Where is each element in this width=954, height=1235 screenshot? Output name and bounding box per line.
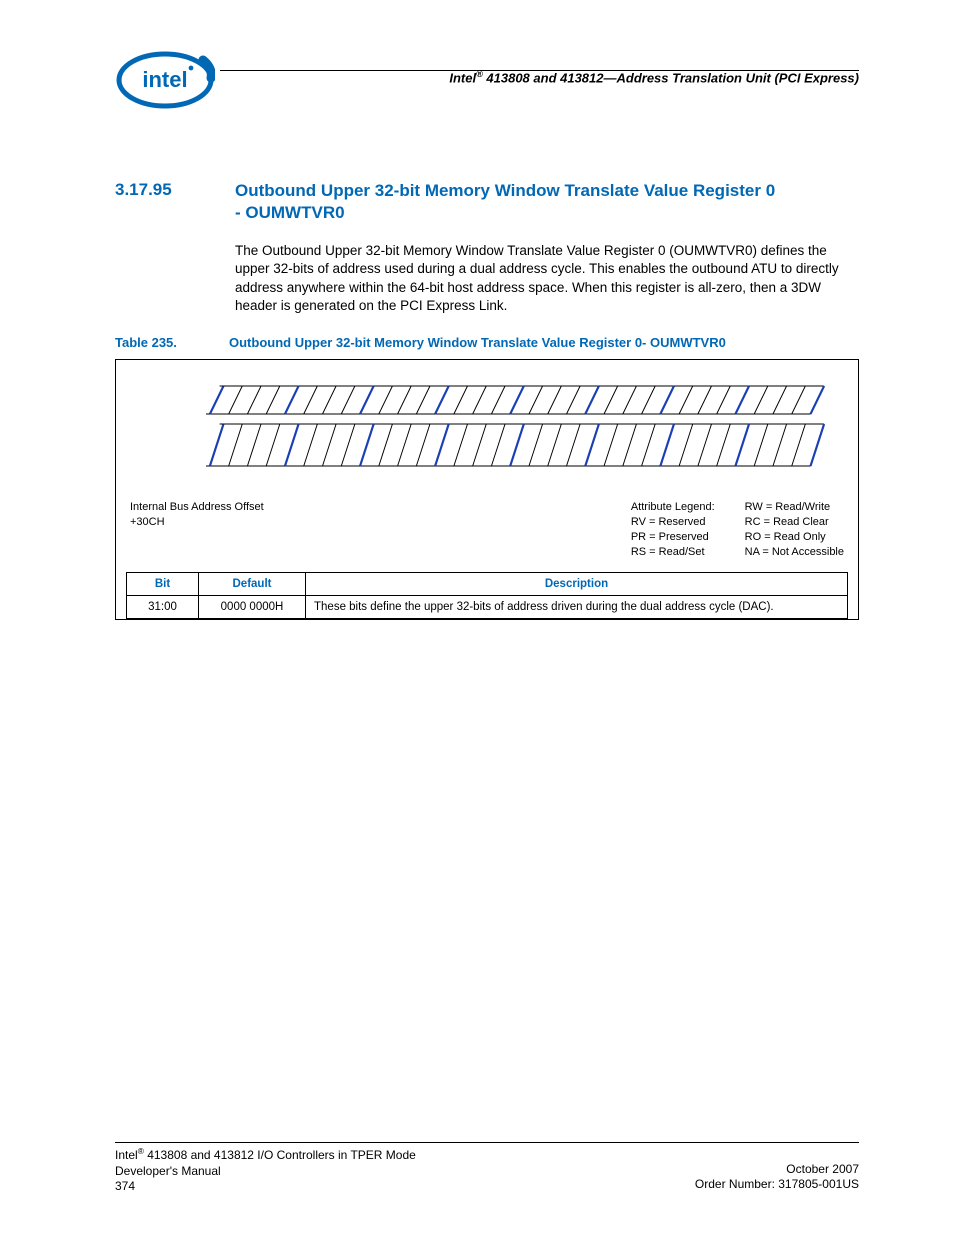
legend-item: PR = Preserved	[631, 530, 715, 545]
table-caption-title: Outbound Upper 32-bit Memory Window Tran…	[229, 335, 726, 351]
bits-table: Bit Default Description 31:00 0000 0000H…	[126, 572, 848, 619]
bits-table-row: 31:00 0000 0000H These bits define the u…	[127, 595, 848, 618]
footer-left: Intel® 413808 and 413812 I/O Controllers…	[115, 1146, 416, 1195]
legend-item: RV = Reserved	[631, 515, 715, 530]
legend-col-2: RW = Read/Write RC = Read Clear RO = Rea…	[745, 500, 844, 559]
col-header-description: Description	[306, 572, 848, 595]
legend-item: RC = Read Clear	[745, 515, 844, 530]
footer-left-line2: Developer's Manual	[115, 1164, 416, 1180]
footer-right: October 2007 Order Number: 317805-001US	[695, 1146, 859, 1195]
intel-logo: intel	[115, 50, 215, 110]
register-box: Internal Bus Address Offset +30CH Attrib…	[115, 359, 859, 619]
bitfield-diagram	[206, 380, 828, 490]
table-caption-number: Table 235.	[115, 335, 205, 351]
cell-default: 0000 0000H	[199, 595, 306, 618]
legend-col-1: Attribute Legend: RV = Reserved PR = Pre…	[631, 500, 715, 559]
cell-bit: 31:00	[127, 595, 199, 618]
table-caption: Table 235. Outbound Upper 32-bit Memory …	[115, 335, 859, 351]
header-doc-title: Intel® Intel 413808 and 413812—Address T…	[449, 69, 859, 85]
col-header-default: Default	[199, 572, 306, 595]
legend-item: RS = Read/Set	[631, 545, 715, 560]
legend-item: RW = Read/Write	[745, 500, 844, 515]
bits-table-header-row: Bit Default Description	[127, 572, 848, 595]
section-paragraph: The Outbound Upper 32-bit Memory Window …	[235, 242, 859, 315]
footer-right-line2: Order Number: 317805-001US	[695, 1177, 859, 1193]
page-header: intel Intel® Intel 413808 and 413812—Add…	[115, 50, 859, 120]
footer-right-line1: October 2007	[695, 1162, 859, 1178]
page-footer: Intel® 413808 and 413812 I/O Controllers…	[115, 1142, 859, 1195]
legend-item: NA = Not Accessible	[745, 545, 844, 560]
legend-title: Attribute Legend:	[631, 500, 715, 515]
cell-description: These bits define the upper 32-bits of a…	[306, 595, 848, 618]
header-rule	[220, 70, 859, 71]
attribute-legend: Attribute Legend: RV = Reserved PR = Pre…	[631, 500, 844, 559]
svg-text:intel: intel	[142, 67, 187, 92]
offset-value: +30CH	[130, 515, 264, 530]
diagram-footer-row: Internal Bus Address Offset +30CH Attrib…	[126, 500, 848, 567]
section-heading: 3.17.95 Outbound Upper 32-bit Memory Win…	[115, 180, 859, 224]
offset-block: Internal Bus Address Offset +30CH	[130, 500, 264, 559]
footer-left-line1: Intel® 413808 and 413812 I/O Controllers…	[115, 1146, 416, 1164]
footer-rule	[115, 1142, 859, 1143]
section-number: 3.17.95	[115, 180, 205, 224]
legend-item: RO = Read Only	[745, 530, 844, 545]
offset-label: Internal Bus Address Offset	[130, 500, 264, 515]
footer-page-number: 374	[115, 1179, 416, 1195]
col-header-bit: Bit	[127, 572, 199, 595]
section-title: Outbound Upper 32-bit Memory Window Tran…	[235, 180, 785, 224]
